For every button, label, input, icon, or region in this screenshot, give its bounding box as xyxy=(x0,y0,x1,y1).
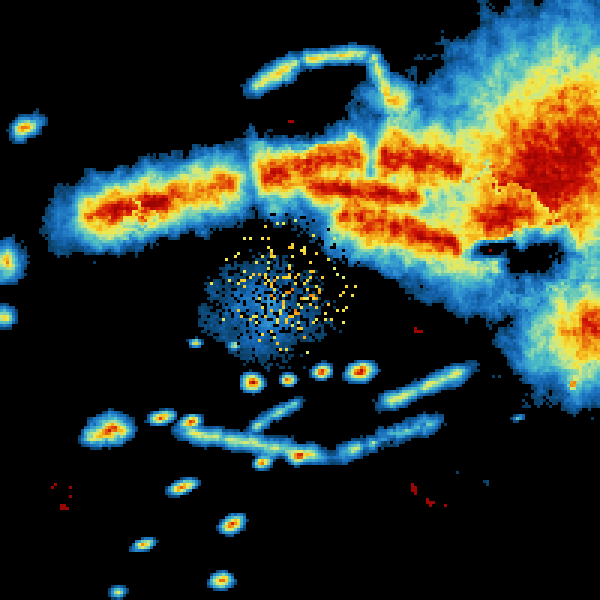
radar-reflectivity-canvas xyxy=(0,0,600,600)
radar-image-view xyxy=(0,0,600,600)
